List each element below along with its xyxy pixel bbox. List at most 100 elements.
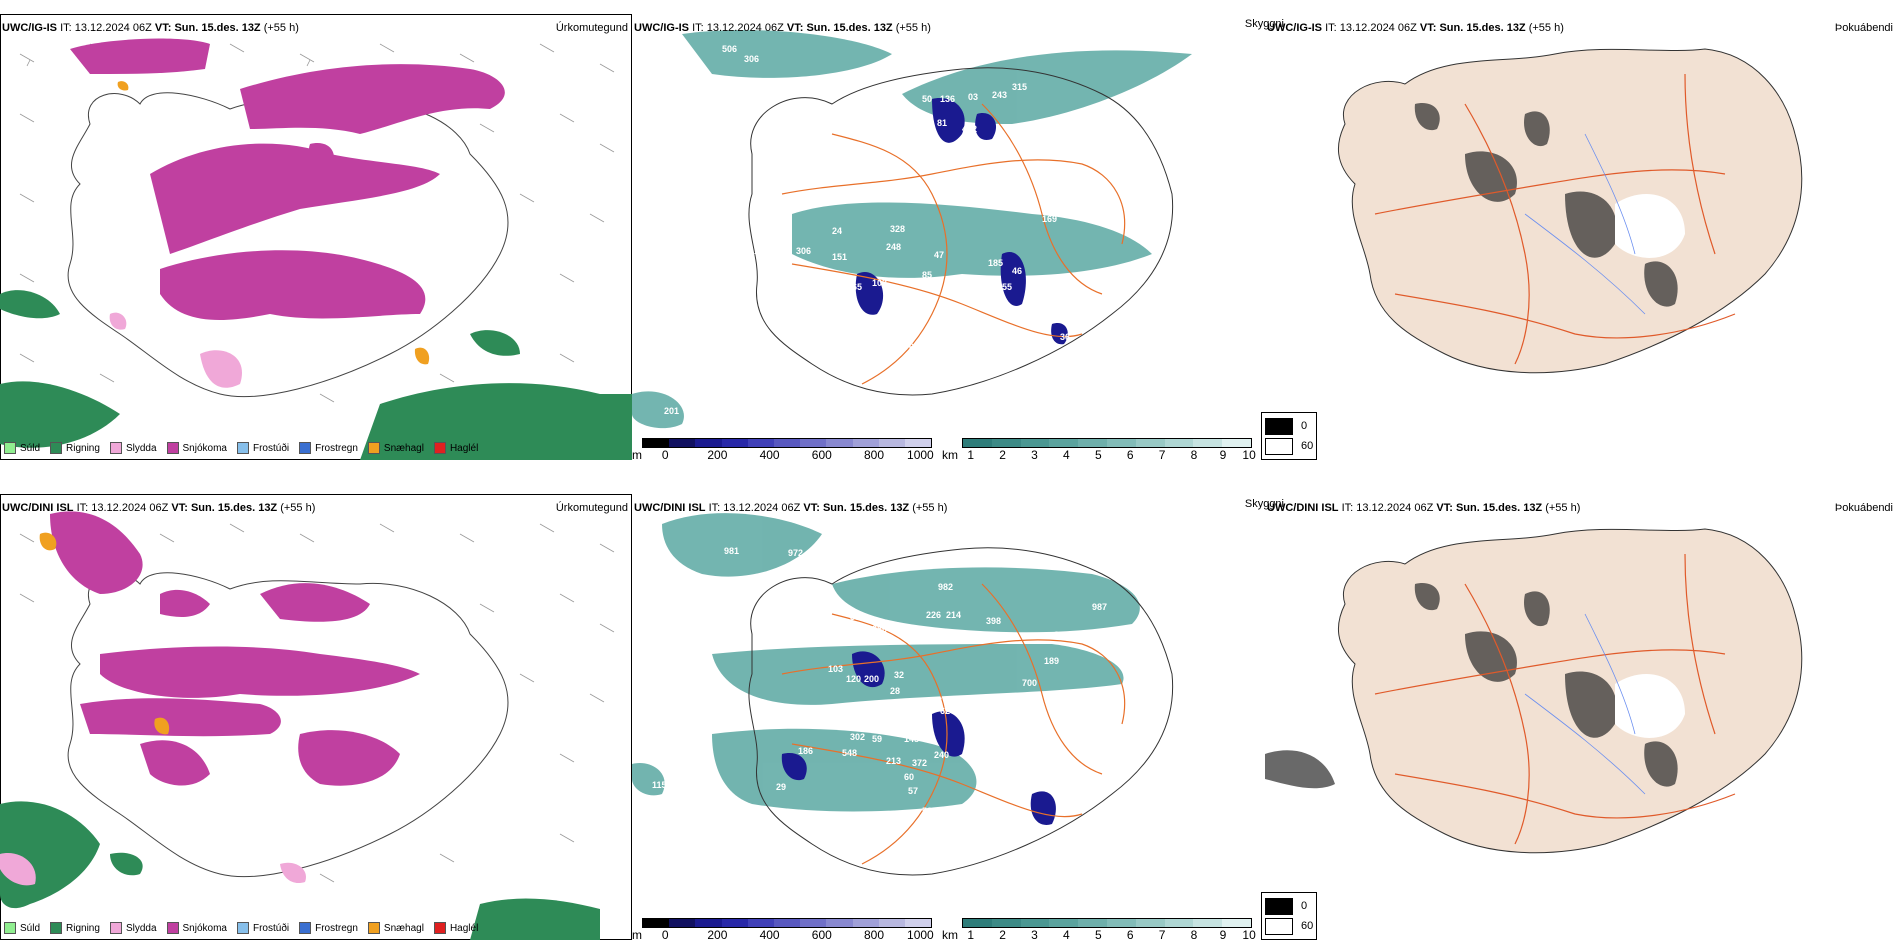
- cbar-tick: 7: [1158, 928, 1166, 942]
- cbar-tick: 400: [759, 448, 780, 462]
- vis-value: 81: [937, 118, 947, 128]
- cbar-tick: 400: [759, 928, 780, 942]
- visibility-title: Skyggni: [1244, 498, 1284, 510]
- fog-legend: 0 60: [1261, 892, 1318, 940]
- rivers: [1524, 133, 1646, 315]
- legend-swatch: [1265, 437, 1293, 455]
- vis-value: 97: [932, 696, 942, 706]
- vis-value: 129: [986, 696, 1001, 706]
- legend-label: Frostúði: [252, 922, 290, 934]
- vis-value: 169: [1042, 214, 1057, 224]
- vis-value: 243: [992, 90, 1007, 100]
- cbar-tick: 200: [707, 928, 728, 942]
- fog-shading: [1414, 103, 1678, 307]
- vis-value: 137: [680, 290, 695, 300]
- precip-legend: Súld Rigning Slydda Snjókoma Frostúði Fr…: [4, 442, 488, 454]
- legend-label: 0: [1301, 420, 1308, 432]
- cbar-tick: 2: [999, 448, 1006, 462]
- cbar-tick: 200: [707, 448, 728, 462]
- legend-item: Súld: [4, 922, 40, 934]
- fog-title: Þokuábendi: [1834, 22, 1893, 34]
- vis-value: 987: [1092, 602, 1107, 612]
- vis-value: 85: [922, 270, 932, 280]
- legend-swatch: [236, 442, 249, 454]
- vis-value: 148: [904, 734, 919, 744]
- vis-value: 55: [782, 288, 792, 298]
- cbar-tick: 4: [1063, 448, 1070, 462]
- fog-header: UWC/IG-IS IT: 13.12.2024 06Z VT: Sun. 15…: [1267, 22, 1564, 34]
- vis-value: 226: [926, 610, 941, 620]
- cbar-tick: 2: [999, 928, 1006, 942]
- legend-swatch: [4, 442, 16, 454]
- vis-value: 57: [908, 786, 918, 796]
- precip-title: Úrkomutegund: [555, 502, 628, 514]
- visibility-values: 981 972 480 700 10 29 55 386 982 226 214…: [652, 546, 1187, 856]
- vis-value: 274: [912, 314, 927, 324]
- legend-item: Snjókoma: [166, 442, 227, 454]
- vis-value: 700: [1022, 678, 1037, 688]
- fog-clear-area: [1615, 674, 1685, 738]
- vis-value: 47: [934, 250, 944, 260]
- road-network: [781, 583, 1126, 865]
- vis-value: 386: [872, 624, 887, 634]
- road-network: [1374, 553, 1736, 845]
- legend-item: Rigning: [50, 442, 100, 454]
- vis-value: 982: [938, 582, 953, 592]
- vis-value: 76: [848, 712, 858, 722]
- vis-value: 189: [1044, 656, 1059, 666]
- colorbar-m: 0 200 400 600 800 1000: [642, 918, 934, 942]
- cbar-tick: 8: [1190, 928, 1198, 942]
- haglel-areas: [117, 81, 430, 365]
- legend-swatch: [50, 922, 63, 934]
- vis-value: 165: [802, 306, 817, 316]
- vis-value: 136: [940, 94, 955, 104]
- vis-value: 620: [1152, 404, 1167, 414]
- vis-value: 11: [1008, 746, 1018, 756]
- cbar-tick: 7: [1158, 448, 1166, 462]
- legend-label: Frostregn: [315, 442, 358, 454]
- fog-header: UWC/DINI ISL IT: 13.12.2024 06Z VT: Sun.…: [1267, 502, 1581, 514]
- wind-barbs: [19, 523, 615, 883]
- cloud-areas: [632, 513, 1140, 812]
- fog-panel-row1: UWC/DINI ISL IT: 13.12.2024 06Z VT: Sun.…: [1261, 494, 1897, 940]
- legend-item: Haglél: [433, 442, 478, 454]
- snow-areas: [50, 511, 420, 786]
- vis-value: 149: [1010, 708, 1025, 718]
- fog-legend-item: 0: [1265, 416, 1313, 436]
- cbar-unit-m: m: [632, 928, 642, 942]
- vis-value: 200: [864, 674, 879, 684]
- legend-swatch: [109, 922, 122, 934]
- vis-value: 60: [904, 772, 914, 782]
- cbar-unit-km: km: [942, 928, 958, 942]
- sleet-areas: [109, 312, 242, 388]
- vis-value: 398: [986, 616, 1001, 626]
- vis-value: 75: [926, 380, 936, 390]
- legend-item: Frostregn: [299, 922, 358, 934]
- cbar-tick: 6: [1126, 928, 1134, 942]
- legend-label: Slydda: [125, 442, 157, 454]
- legend-label: Frostúði: [252, 442, 290, 454]
- vis-value: 83: [896, 720, 906, 730]
- colorbar-km: 1 2 3 4 5 6 7 8 9 10: [962, 918, 1256, 942]
- vis-value: 183: [688, 804, 703, 814]
- cbar-tick: 800: [863, 448, 885, 462]
- vis-value: 268: [1172, 846, 1187, 856]
- vis-value: 65: [852, 282, 862, 292]
- legend-swatch: [166, 442, 179, 454]
- visibility-panel-row1: 981 972 480 700 10 29 55 386 982 226 214…: [632, 494, 1284, 942]
- legend-label: Rigning: [66, 922, 100, 934]
- precip-header: UWC/DINI ISL IT: 13.12.2024 06Z VT: Sun.…: [2, 502, 316, 514]
- fog-legend-item: 60: [1265, 436, 1313, 456]
- vis-value: 384: [982, 726, 997, 736]
- legend-swatch: [1265, 897, 1293, 915]
- vis-value: 372: [912, 758, 927, 768]
- vis-value: 28: [890, 686, 900, 696]
- vis-value: 55: [1002, 282, 1012, 292]
- vis-value: 452: [962, 124, 977, 134]
- legend-label: Rigning: [66, 442, 100, 454]
- vis-value: 171: [872, 316, 887, 326]
- visibility-panel-row0: 932 506 306 586 50 136 03 243 315 81 452…: [632, 14, 1284, 462]
- fog-shading: [1265, 583, 1678, 789]
- legend-label: Snjókoma: [182, 922, 227, 934]
- vis-value: 981: [724, 546, 739, 556]
